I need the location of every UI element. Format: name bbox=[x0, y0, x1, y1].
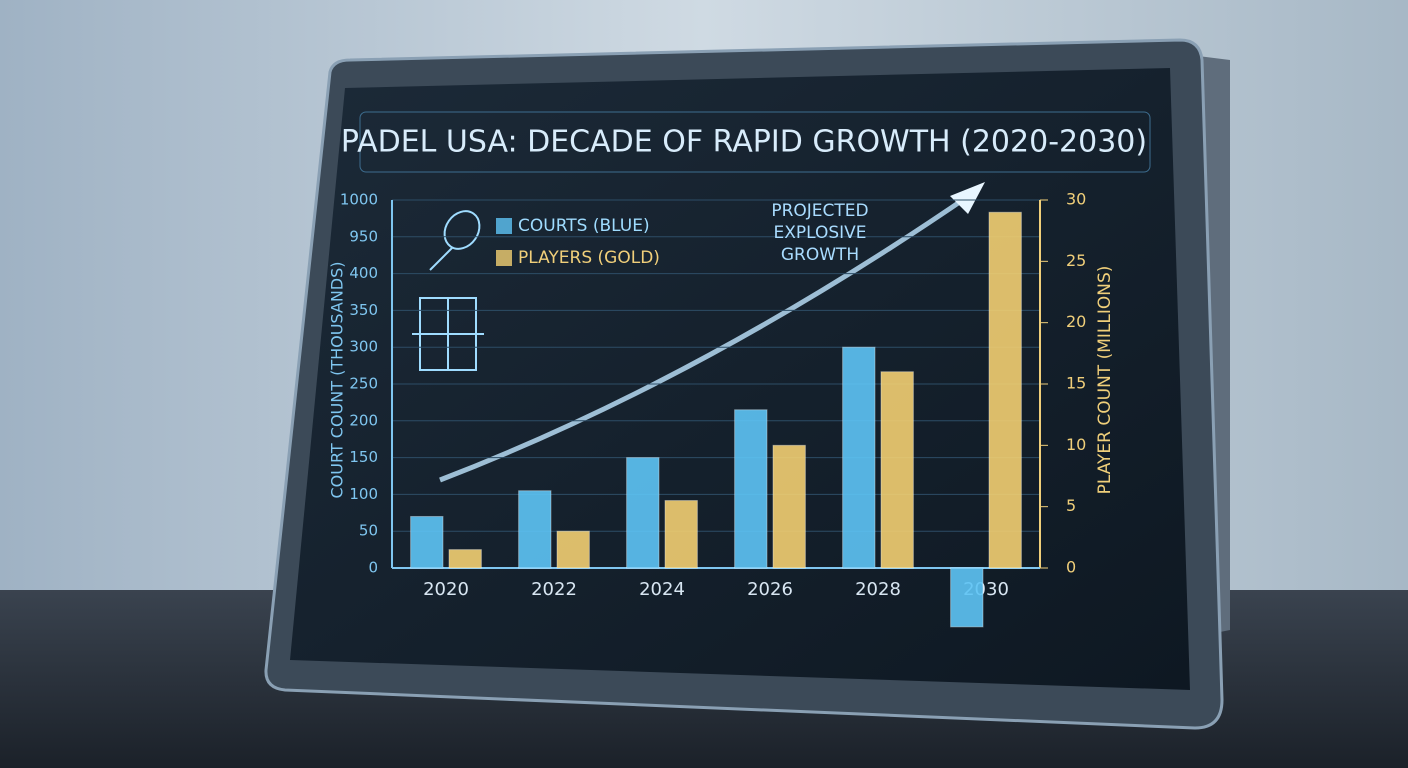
bar bbox=[772, 444, 806, 569]
bar bbox=[664, 500, 698, 569]
bar bbox=[988, 211, 1022, 569]
y-tick-label: 250 bbox=[349, 375, 378, 393]
y-tick-label: 350 bbox=[349, 301, 378, 319]
x-tick-label: 2024 bbox=[639, 579, 685, 600]
y2-axis-label: PLAYER COUNT (MILLIONS) bbox=[1095, 266, 1115, 495]
y-tick-label: 200 bbox=[349, 411, 378, 429]
trend-arrow bbox=[439, 192, 972, 483]
y2-tick-label: 15 bbox=[1066, 374, 1086, 393]
bar bbox=[410, 515, 444, 569]
x-tick-label: 2022 bbox=[531, 579, 577, 600]
bar bbox=[448, 549, 482, 569]
y2-tick-label: 20 bbox=[1066, 312, 1086, 331]
y2-tick-label: 5 bbox=[1066, 496, 1076, 515]
y-tick-label: 300 bbox=[349, 338, 378, 356]
y-tick-label: 150 bbox=[349, 448, 378, 466]
y-axis-label: COURT COUNT (THOUSANDS) bbox=[328, 261, 347, 498]
x-tick-label: 2028 bbox=[855, 579, 901, 600]
racket-icon bbox=[429, 210, 481, 271]
bar bbox=[880, 371, 914, 569]
y2-tick-label: 30 bbox=[1066, 190, 1086, 209]
screen bbox=[290, 68, 1190, 690]
bar bbox=[950, 567, 984, 628]
legend-swatch bbox=[496, 218, 512, 234]
y2-tick-label: 10 bbox=[1066, 435, 1086, 454]
bar bbox=[734, 409, 768, 569]
y-tick-label: 400 bbox=[349, 264, 378, 282]
y-tick-label: 0 bbox=[368, 559, 378, 577]
legend-label: COURTS (BLUE) bbox=[518, 216, 650, 236]
annotation: PROJECTED EXPLOSIVE GROWTH bbox=[771, 201, 869, 265]
y2-tick-label: 25 bbox=[1066, 251, 1086, 270]
x-tick-label: 2020 bbox=[423, 579, 469, 600]
x-tick-label: 2026 bbox=[747, 579, 793, 600]
y-tick-label: 1000 bbox=[340, 191, 378, 209]
y-tick-label: 50 bbox=[359, 522, 378, 540]
title-box bbox=[359, 111, 1151, 173]
bar bbox=[626, 457, 660, 569]
legend-swatch bbox=[496, 250, 512, 266]
arrow-head bbox=[950, 182, 985, 214]
chart-title: PADEL USA: DECADE OF RAPID GROWTH (2020-… bbox=[341, 125, 1147, 160]
bar bbox=[518, 490, 552, 569]
y-tick-label: 100 bbox=[349, 485, 378, 503]
bar bbox=[842, 346, 876, 569]
y2-tick-label: 0 bbox=[1066, 558, 1076, 577]
y-tick-label: 950 bbox=[349, 227, 378, 245]
legend-label: PLAYERS (GOLD) bbox=[518, 248, 660, 268]
bar bbox=[556, 530, 590, 569]
